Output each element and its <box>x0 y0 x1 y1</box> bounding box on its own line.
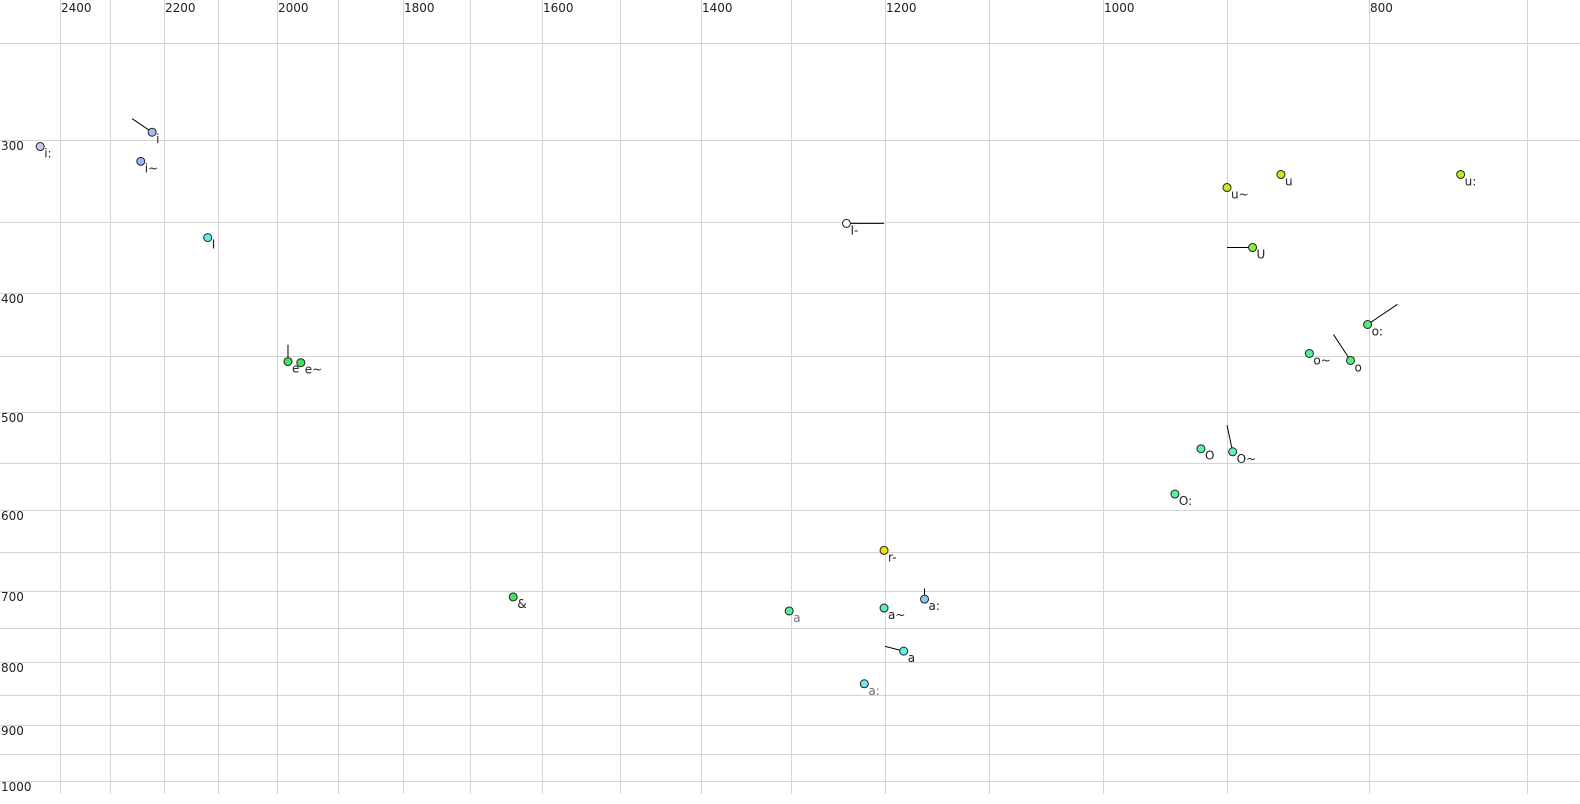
y-tick-label: 800 <box>1 661 24 675</box>
x-tick-label: 800 <box>1370 1 1393 15</box>
point-marker <box>879 603 889 613</box>
point-label: o: <box>1372 325 1383 339</box>
point-label: a: <box>929 599 940 613</box>
y-tick-label: 900 <box>1 724 24 738</box>
trajectory-line <box>1367 303 1398 325</box>
vowel-point: o: <box>1363 303 1398 339</box>
vowel-point: O <box>1196 444 1214 463</box>
vowel-point: a <box>884 645 915 665</box>
vowel-point: U <box>1227 243 1266 262</box>
point-label: O <box>1205 449 1214 463</box>
vowel-point: I- <box>841 218 885 237</box>
point-marker <box>899 646 909 656</box>
point-marker <box>859 679 869 689</box>
x-tick-label: 1800 <box>404 1 435 15</box>
point-marker <box>1222 183 1232 193</box>
point-marker <box>1456 169 1466 179</box>
point-marker <box>879 545 889 555</box>
y-tick-label: 400 <box>1 292 24 306</box>
trajectory-line <box>1226 425 1234 452</box>
point-label: a <box>793 611 800 625</box>
point-label: a~ <box>888 608 905 622</box>
point-marker <box>1248 243 1258 253</box>
point-marker <box>136 156 146 166</box>
point-marker <box>296 358 306 368</box>
point-label: o~ <box>1313 353 1330 367</box>
vowel-point: i <box>131 118 159 146</box>
y-tick-label: 500 <box>1 411 24 425</box>
point-marker <box>35 142 45 152</box>
x-tick-label: 2400 <box>61 1 92 15</box>
vowel-point: u~ <box>1222 183 1249 202</box>
point-marker <box>920 594 930 604</box>
point-label: r- <box>888 550 897 564</box>
point-label: i: <box>44 147 51 161</box>
x-tick-label: 1200 <box>886 1 917 15</box>
point-label: a: <box>868 684 879 698</box>
point-label: O~ <box>1237 452 1257 466</box>
vowel-point: & <box>508 592 527 611</box>
vowel-point: o~ <box>1304 348 1331 367</box>
x-tick-label: 2200 <box>165 1 196 15</box>
point-marker <box>1276 169 1286 179</box>
vowel-point: u <box>1276 169 1293 188</box>
x-tick-label: 1400 <box>702 1 733 15</box>
point-label: a <box>908 651 915 665</box>
point-marker <box>203 233 213 243</box>
point-marker <box>1304 348 1314 358</box>
point-marker <box>841 218 851 228</box>
vowel-point: a: <box>920 588 940 613</box>
point-label: I <box>212 238 216 252</box>
point-label: o <box>1355 360 1362 374</box>
point-label: u <box>1285 174 1293 188</box>
vowel-point: O~ <box>1226 425 1257 466</box>
vowel-point: a <box>784 606 801 625</box>
point-marker <box>1196 444 1206 454</box>
point-label: e <box>292 362 299 376</box>
point-marker <box>1363 320 1373 329</box>
vowel-point: e~ <box>296 358 322 377</box>
point-label: O: <box>1179 494 1192 508</box>
point-label: i <box>156 132 159 146</box>
point-marker <box>784 606 794 616</box>
point-label: u~ <box>1231 188 1249 202</box>
point-marker <box>147 127 157 137</box>
point-label: i~ <box>145 161 158 175</box>
trajectory-line <box>1333 334 1351 361</box>
point-marker <box>1346 355 1356 365</box>
point-marker <box>508 592 518 602</box>
point-marker <box>283 357 293 367</box>
tick-labels: 2400 2200 2000 1800 1600 1400 1200 1000 800 300 40… <box>1 1 1393 794</box>
x-tick-label: 2000 <box>278 1 309 15</box>
point-marker <box>1170 489 1180 499</box>
vowel-point: a: <box>859 679 880 698</box>
point-marker <box>1228 447 1238 457</box>
vowel-point: r- <box>879 545 897 564</box>
vowel-point: o <box>1333 334 1362 374</box>
vowel-point: I <box>203 233 216 252</box>
vowel-point: O: <box>1170 489 1192 508</box>
point-label: U <box>1257 248 1266 262</box>
y-tick-label: 1000 <box>1 780 32 794</box>
vowel-point: u: <box>1456 169 1477 188</box>
x-tick-label: 1600 <box>543 1 574 15</box>
y-tick-label: 300 <box>1 139 24 153</box>
y-tick-label: 600 <box>1 509 24 523</box>
vowel-point: a~ <box>879 603 905 622</box>
x-tick-label: 1000 <box>1104 1 1135 15</box>
vowel-point: i~ <box>136 156 158 175</box>
points: i: i i~ Ie e~ & a a~ a: r-a a: I-u~ u u: Uo: o~ o O O~ O: <box>35 118 1477 698</box>
y-tick-label: 700 <box>1 590 24 604</box>
point-label: e~ <box>305 363 322 377</box>
point-label: & <box>517 597 526 611</box>
vowel-point: i: <box>35 142 52 161</box>
vowel-point: e <box>283 344 299 376</box>
point-label: I- <box>850 223 858 237</box>
point-label: u: <box>1465 174 1477 188</box>
